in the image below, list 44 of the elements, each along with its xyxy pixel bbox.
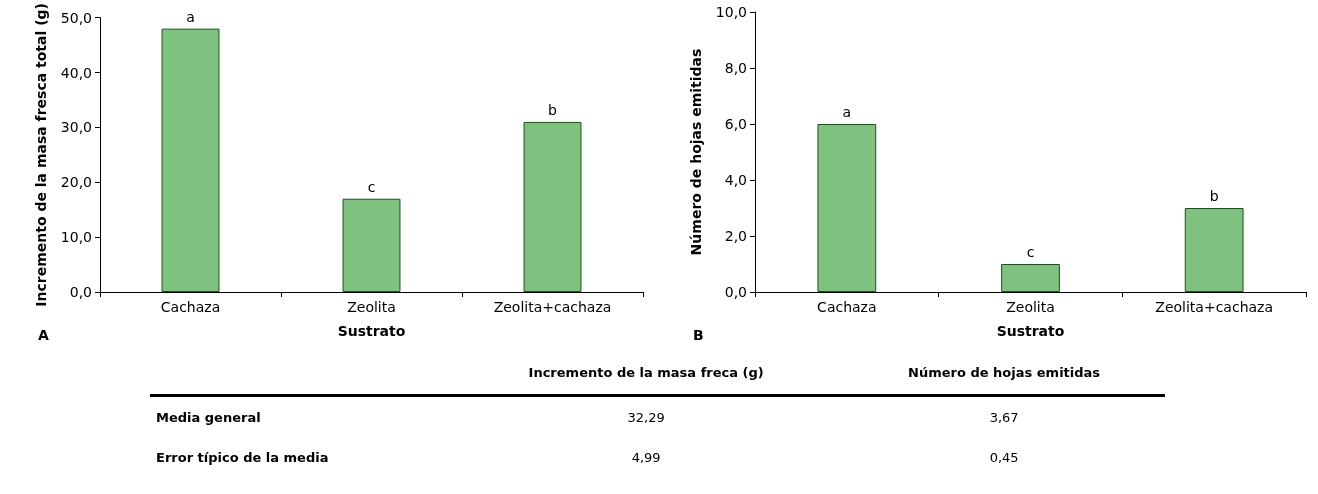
y-tick-label: 2,0 [724,228,747,244]
y-tick-label: 50,0 [60,9,92,26]
x-tick-label: Cachaza [160,299,221,315]
text: Media general [155,408,262,427]
text: 4,99 [630,448,662,467]
y-tick-label: 0,0 [69,284,92,300]
y-axis-title: Número de hojas emitidas [687,48,704,256]
x-tick-label: Cachaza [817,299,877,315]
bar [1001,264,1060,292]
y-tick-label: 10,0 [60,229,92,246]
x-axis-title: Sustrato [996,323,1065,339]
x-tick-label: Zeolita [1006,299,1055,315]
bar [523,121,582,292]
text: 0,45 [988,448,1020,467]
annotation: b [1209,188,1219,204]
text: Error típico de la media [155,448,330,467]
text: A [38,327,49,343]
x-axis-title: Sustrato [337,323,406,339]
x-tick-label: Zeolita [347,299,396,315]
text: Número de hojas emitidas [907,363,1102,382]
y-tick-label: 10,0 [715,4,747,20]
text: B [693,327,704,343]
x-tick-label: Zeolita+cachaza [493,299,612,315]
text: 3,67 [988,408,1020,427]
annotation: b [548,101,558,118]
bar [1184,208,1244,292]
annotation: a [842,104,852,120]
annotation: a [186,8,195,25]
y-tick-label: 0,0 [724,284,747,300]
y-tick-label: 40,0 [60,64,92,81]
bar [342,198,401,292]
text: Incremento de la masa freca (g) [527,363,765,382]
annotation: c [1026,244,1035,260]
y-tick-label: 6,0 [724,116,747,132]
y-axis-title: Incremento de la masa fresca total (g) [32,3,49,307]
x-tick-label: Zeolita+cachaza [1155,299,1274,315]
annotation: c [367,178,376,195]
bar [817,124,877,292]
bar [161,28,220,292]
y-tick-label: 30,0 [60,119,92,136]
y-tick-label: 4,0 [724,172,747,188]
y-tick-label: 20,0 [60,174,92,191]
text: 32,29 [626,408,666,427]
y-tick-label: 8,0 [724,60,747,76]
